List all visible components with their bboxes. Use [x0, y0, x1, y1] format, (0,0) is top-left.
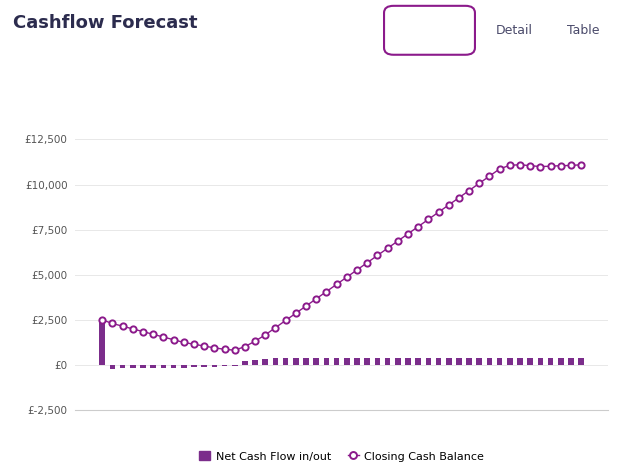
- Bar: [477, 358, 482, 365]
- Bar: [171, 365, 176, 368]
- Bar: [252, 360, 258, 365]
- Bar: [558, 358, 564, 365]
- Text: Summary: Summary: [399, 24, 460, 37]
- Bar: [374, 358, 380, 365]
- Bar: [293, 358, 298, 365]
- Bar: [507, 358, 513, 365]
- Bar: [283, 358, 288, 365]
- Bar: [578, 358, 584, 365]
- Bar: [364, 358, 370, 365]
- Bar: [191, 365, 197, 367]
- Bar: [466, 358, 472, 365]
- Bar: [303, 358, 309, 365]
- Bar: [395, 358, 401, 365]
- Bar: [548, 358, 554, 365]
- Bar: [181, 365, 187, 368]
- Bar: [568, 358, 574, 365]
- Text: Table: Table: [567, 24, 599, 37]
- Bar: [487, 358, 492, 365]
- Bar: [446, 358, 451, 365]
- Bar: [456, 358, 461, 365]
- Bar: [130, 365, 135, 368]
- Bar: [110, 365, 115, 369]
- Bar: [120, 365, 125, 368]
- Bar: [405, 358, 411, 365]
- Bar: [385, 358, 391, 365]
- Bar: [222, 365, 228, 366]
- Bar: [242, 361, 248, 365]
- Bar: [273, 358, 278, 365]
- Bar: [140, 365, 146, 368]
- Bar: [415, 358, 421, 365]
- Bar: [100, 320, 105, 365]
- Bar: [537, 358, 543, 365]
- Text: Detail: Detail: [495, 24, 533, 37]
- Bar: [161, 365, 166, 368]
- Bar: [436, 358, 441, 365]
- Bar: [354, 358, 360, 365]
- Bar: [150, 365, 156, 368]
- Text: Cashflow Forecast: Cashflow Forecast: [13, 14, 197, 32]
- Legend: Net Cash Flow in/out, Closing Cash Balance: Net Cash Flow in/out, Closing Cash Balan…: [195, 447, 488, 466]
- Bar: [527, 358, 533, 365]
- Bar: [201, 365, 207, 367]
- Bar: [211, 365, 217, 367]
- Bar: [517, 358, 523, 365]
- Bar: [232, 365, 238, 366]
- Bar: [426, 358, 431, 365]
- Bar: [334, 358, 339, 365]
- Bar: [263, 359, 268, 365]
- Bar: [344, 358, 350, 365]
- Bar: [497, 358, 502, 365]
- Bar: [324, 358, 329, 365]
- Bar: [314, 358, 319, 365]
